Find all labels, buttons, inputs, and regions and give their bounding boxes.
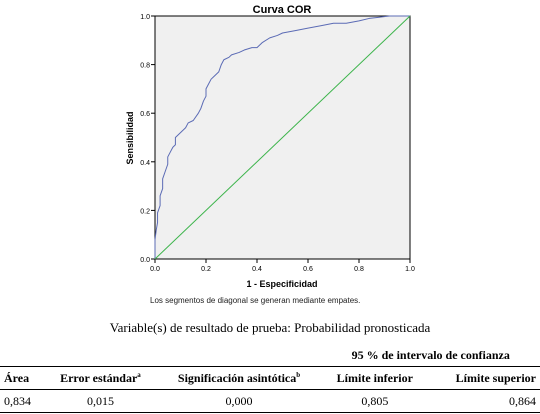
table-group-header-row: 95 % de intervalo de confianza — [0, 344, 540, 367]
header-std-error: Error estándara — [44, 366, 157, 390]
test-variable-subtitle: Variable(s) de resultado de prueba: Prob… — [109, 320, 431, 335]
cell-std-error: 0,015 — [44, 389, 157, 413]
x-tick-label: 1.0 — [405, 266, 415, 273]
header-upper-limit: Límite superior — [428, 366, 540, 390]
roc-chart: Curva COR 0.00.20.40.60.81.0 0.0 0.2 0.4 0.… — [125, 4, 415, 289]
x-tick-label: 0.8 — [354, 266, 364, 273]
confidence-interval-header: 95 % de intervalo de confianza — [321, 344, 540, 367]
superscript-a: a — [137, 370, 141, 379]
cell-upper-limit: 0,864 — [428, 389, 540, 413]
header-asymptotic-significance: Significación asintóticab — [156, 366, 322, 390]
header-lower-limit: Límite inferior — [321, 366, 429, 390]
reference-diagonal-line — [154, 15, 411, 260]
superscript-b: b — [296, 370, 301, 379]
y-tick-label: 0.8 — [140, 63, 150, 70]
cell-lower-limit: 0,805 — [321, 389, 429, 413]
x-tick-label: 0.4 — [252, 266, 262, 273]
y-tick-label: 0.2 — [140, 208, 150, 215]
auc-results-table: 95 % de intervalo de confianza Área Erro… — [0, 344, 540, 413]
x-axis-label: 1 - Especificidad — [246, 279, 317, 289]
y-axis-ticks: 0.0 0.2 0.4 0.6 0.8 1.0 — [140, 14, 155, 264]
y-tick-label: 0.6 — [140, 111, 150, 118]
y-axis-label: Sensibilidad — [125, 111, 135, 164]
chart-title: Curva COR — [253, 4, 312, 16]
y-tick-label: 1.0 — [140, 14, 150, 21]
x-axis-ticks: 0.0 0.2 0.4 0.6 0.8 1.0 — [150, 259, 415, 273]
x-tick-label: 0.2 — [201, 266, 211, 273]
x-tick-label: 0.0 — [150, 266, 160, 273]
chart-caption: Los segmentos de diagonal se generan med… — [150, 296, 361, 305]
y-tick-label: 0.4 — [140, 160, 150, 167]
cell-significance: 0,000 — [156, 389, 322, 413]
roc-curve-line — [154, 15, 410, 259]
cell-area: 0,834 — [0, 389, 45, 413]
x-tick-label: 0.6 — [303, 266, 313, 273]
header-area: Área — [0, 366, 45, 390]
y-tick-label: 0.0 — [140, 257, 150, 264]
table-row: 0,834 0,015 0,000 0,805 0,864 — [0, 389, 540, 413]
series-group — [154, 15, 411, 260]
table-header-row: Área Error estándara Significación asint… — [0, 366, 540, 390]
table-group-spacer — [0, 344, 322, 367]
